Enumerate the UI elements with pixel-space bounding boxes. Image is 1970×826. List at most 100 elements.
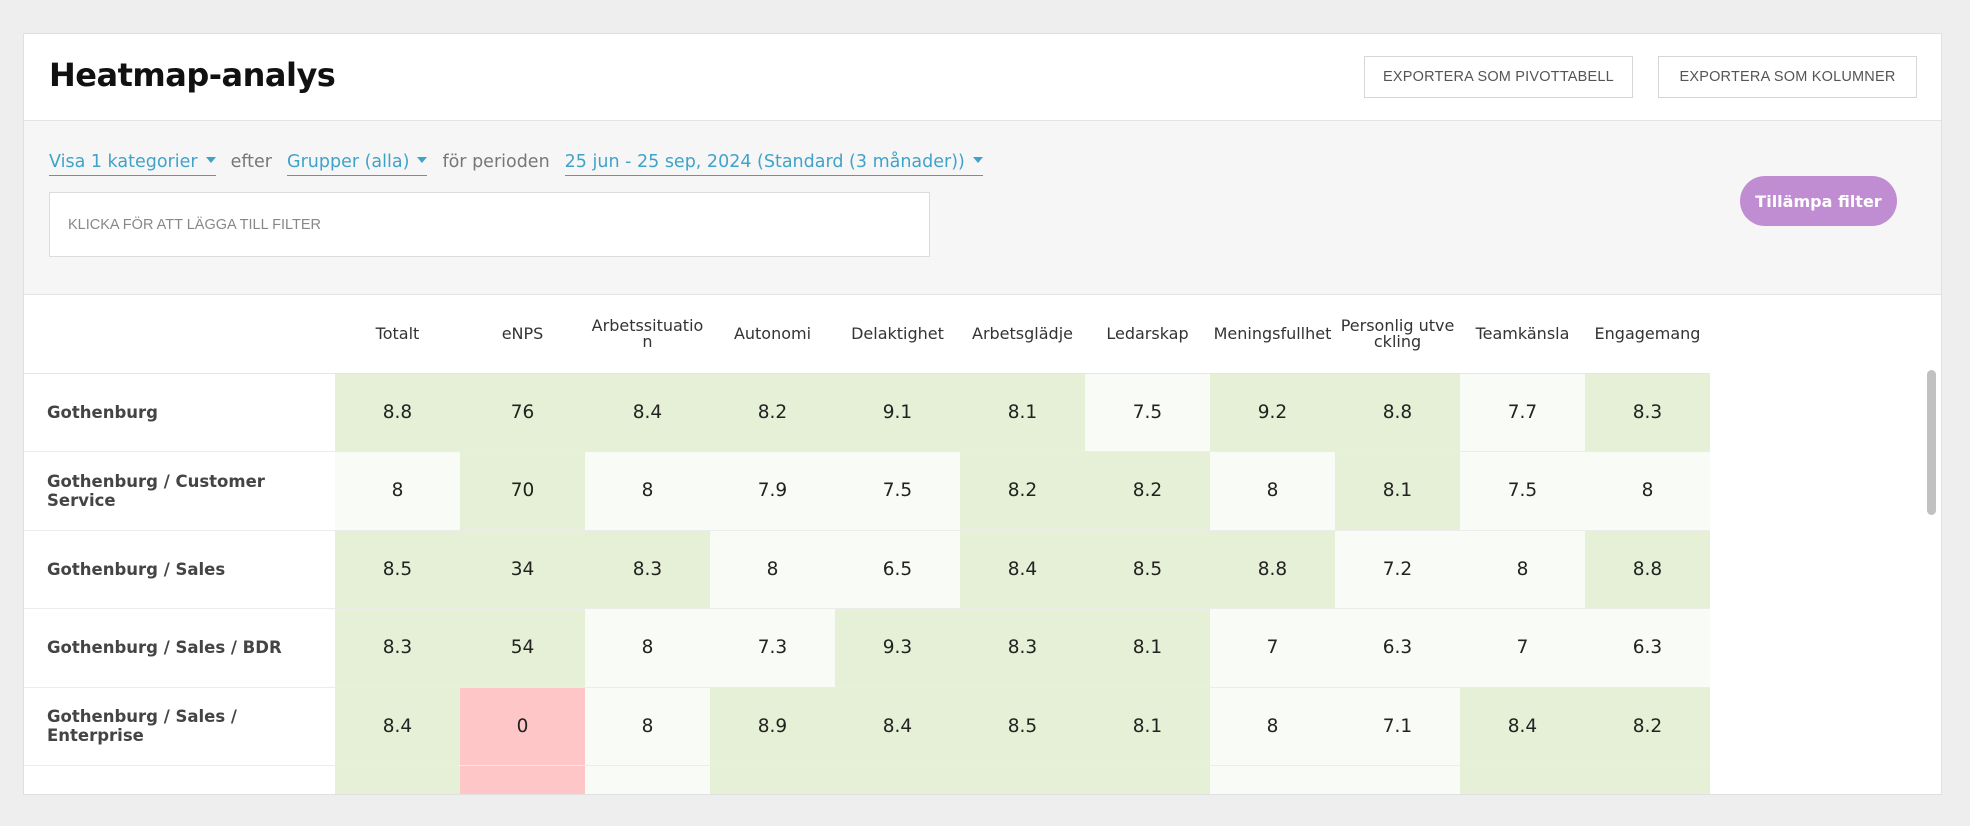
table-row bbox=[24, 765, 1710, 794]
heatmap-cell[interactable]: 8.4 bbox=[960, 530, 1085, 609]
row-label: Gothenburg bbox=[24, 373, 335, 452]
heatmap-cell[interactable]: 8.3 bbox=[960, 608, 1085, 688]
heatmap-cell[interactable]: 0 bbox=[460, 687, 585, 766]
heatmap-cell[interactable] bbox=[710, 765, 835, 794]
column-header[interactable]: Personlig utveckling bbox=[1335, 295, 1460, 374]
heatmap-cell[interactable]: 8.2 bbox=[1585, 687, 1710, 766]
heatmap-cell[interactable] bbox=[1460, 765, 1585, 794]
heatmap-cell[interactable]: 8.2 bbox=[710, 373, 835, 452]
heatmap-table: Totalt eNPS Arbetssituation Autonomi Delakti… bbox=[24, 295, 1710, 794]
row-header-corner bbox=[24, 295, 335, 374]
heatmap-cell[interactable]: 8.1 bbox=[960, 373, 1085, 452]
add-filter-input[interactable]: Klicka för att lägga till filter bbox=[49, 192, 930, 257]
heatmap-cell[interactable]: 7.7 bbox=[1460, 373, 1585, 452]
heatmap-cell[interactable]: 8.4 bbox=[1460, 687, 1585, 766]
heatmap-cell[interactable]: 8.4 bbox=[835, 687, 960, 766]
heatmap-cell[interactable]: 9.2 bbox=[1210, 373, 1335, 452]
table-row: Gothenburg / Sales / BDR 8.3 54 8 7.3 9.3 8.3 8… bbox=[24, 608, 1710, 688]
heatmap-cell[interactable]: 9.1 bbox=[835, 373, 960, 452]
table-body: Gothenburg 8.8 76 8.4 8.2 9.1 8.1 7.5 9.2 8.8 7.7 8… bbox=[24, 373, 1710, 794]
column-header[interactable]: Teamkänsla bbox=[1460, 295, 1585, 374]
heatmap-cell[interactable] bbox=[960, 765, 1085, 794]
page-header: Heatmap-analys Exportera som pivottabell… bbox=[24, 34, 1941, 121]
heatmap-cell[interactable]: 8.8 bbox=[1585, 530, 1710, 609]
heatmap-cell[interactable]: 6.3 bbox=[1585, 608, 1710, 688]
heatmap-cell[interactable]: 7.2 bbox=[1335, 530, 1460, 609]
heatmap-cell[interactable]: 8 bbox=[1585, 451, 1710, 531]
column-header[interactable]: Arbetssituation bbox=[585, 295, 710, 374]
heatmap-cell[interactable]: 76 bbox=[460, 373, 585, 452]
column-header[interactable]: Engagemang bbox=[1585, 295, 1710, 374]
heatmap-cell[interactable]: 8.8 bbox=[335, 373, 460, 452]
heatmap-cell[interactable]: 7.1 bbox=[1335, 687, 1460, 766]
heatmap-cell[interactable] bbox=[335, 765, 460, 794]
heatmap-cell[interactable]: 54 bbox=[460, 608, 585, 688]
column-header[interactable]: eNPS bbox=[460, 295, 585, 374]
column-header[interactable]: Totalt bbox=[335, 295, 460, 374]
heatmap-cell[interactable]: 7 bbox=[1210, 608, 1335, 688]
heatmap-cell[interactable]: 8.5 bbox=[960, 687, 1085, 766]
heatmap-cell[interactable]: 34 bbox=[460, 530, 585, 609]
heatmap-cell[interactable] bbox=[1585, 765, 1710, 794]
apply-filter-button[interactable]: Tillämpa filter bbox=[1740, 176, 1897, 226]
heatmap-cell[interactable]: 8 bbox=[585, 451, 710, 531]
heatmap-cell[interactable]: 8.9 bbox=[710, 687, 835, 766]
heatmap-cell[interactable]: 7.5 bbox=[835, 451, 960, 531]
heatmap-cell[interactable] bbox=[1085, 765, 1210, 794]
heatmap-cell[interactable]: 7 bbox=[1460, 608, 1585, 688]
categories-dropdown[interactable]: Visa 1 kategorier bbox=[49, 152, 216, 176]
row-label bbox=[24, 765, 335, 794]
export-pivot-button[interactable]: Exportera som pivottabell bbox=[1364, 56, 1633, 98]
groups-dropdown-label: Grupper (alla) bbox=[287, 152, 410, 172]
caret-down-icon bbox=[417, 157, 428, 163]
heatmap-cell[interactable]: 7.3 bbox=[710, 608, 835, 688]
heatmap-cell[interactable] bbox=[460, 765, 585, 794]
heatmap-cell[interactable]: 8.8 bbox=[1210, 530, 1335, 609]
categories-dropdown-label: Visa 1 kategorier bbox=[49, 152, 198, 172]
heatmap-cell[interactable]: 8.4 bbox=[335, 687, 460, 766]
column-header[interactable]: Delaktighet bbox=[835, 295, 960, 374]
heatmap-cell[interactable] bbox=[835, 765, 960, 794]
heatmap-cell[interactable]: 6.5 bbox=[835, 530, 960, 609]
heatmap-cell[interactable]: 8.8 bbox=[1335, 373, 1460, 452]
heatmap-cell[interactable]: 8.2 bbox=[1085, 451, 1210, 531]
heatmap-cell[interactable]: 8.2 bbox=[960, 451, 1085, 531]
heatmap-cell[interactable]: 8 bbox=[585, 687, 710, 766]
heatmap-cell[interactable]: 8 bbox=[1460, 530, 1585, 609]
page-title: Heatmap-analys bbox=[49, 56, 336, 94]
heatmap-cell[interactable]: 8 bbox=[1210, 687, 1335, 766]
heatmap-cell[interactable]: 9.3 bbox=[835, 608, 960, 688]
row-label: Gothenburg / Sales / BDR bbox=[24, 608, 335, 688]
groups-dropdown[interactable]: Grupper (alla) bbox=[287, 152, 428, 176]
heatmap-cell[interactable]: 8.1 bbox=[1085, 687, 1210, 766]
heatmap-cell[interactable]: 8 bbox=[335, 451, 460, 531]
vertical-scrollbar[interactable] bbox=[1927, 370, 1936, 515]
heatmap-cell[interactable] bbox=[1210, 765, 1335, 794]
heatmap-cell[interactable]: 7.5 bbox=[1460, 451, 1585, 531]
period-dropdown-label: 25 jun - 25 sep, 2024 (Standard (3 månad… bbox=[564, 152, 965, 172]
heatmap-cell[interactable]: 6.3 bbox=[1335, 608, 1460, 688]
heatmap-cell[interactable]: 7.5 bbox=[1085, 373, 1210, 452]
heatmap-cell[interactable]: 8 bbox=[1210, 451, 1335, 531]
column-header[interactable]: Arbetsglädje bbox=[960, 295, 1085, 374]
heatmap-cell[interactable]: 8.1 bbox=[1085, 608, 1210, 688]
period-prefix-text: för perioden bbox=[442, 152, 550, 172]
heatmap-cell[interactable]: 70 bbox=[460, 451, 585, 531]
column-header[interactable]: Meningsfullhet bbox=[1210, 295, 1335, 374]
heatmap-cell[interactable]: 8.1 bbox=[1335, 451, 1460, 531]
heatmap-cell[interactable]: 8.5 bbox=[1085, 530, 1210, 609]
period-dropdown[interactable]: 25 jun - 25 sep, 2024 (Standard (3 månad… bbox=[564, 152, 983, 176]
export-columns-button[interactable]: Exportera som kolumner bbox=[1658, 56, 1917, 98]
heatmap-cell[interactable]: 8.3 bbox=[335, 608, 460, 688]
heatmap-cell[interactable] bbox=[585, 765, 710, 794]
column-header[interactable]: Autonomi bbox=[710, 295, 835, 374]
heatmap-cell[interactable]: 8.3 bbox=[585, 530, 710, 609]
heatmap-cell[interactable]: 8 bbox=[585, 608, 710, 688]
heatmap-cell[interactable]: 8 bbox=[710, 530, 835, 609]
column-header[interactable]: Ledarskap bbox=[1085, 295, 1210, 374]
heatmap-cell[interactable]: 8.3 bbox=[1585, 373, 1710, 452]
heatmap-cell[interactable]: 7.9 bbox=[710, 451, 835, 531]
heatmap-cell[interactable]: 8.5 bbox=[335, 530, 460, 609]
heatmap-cell[interactable]: 8.4 bbox=[585, 373, 710, 452]
heatmap-cell[interactable] bbox=[1335, 765, 1460, 794]
